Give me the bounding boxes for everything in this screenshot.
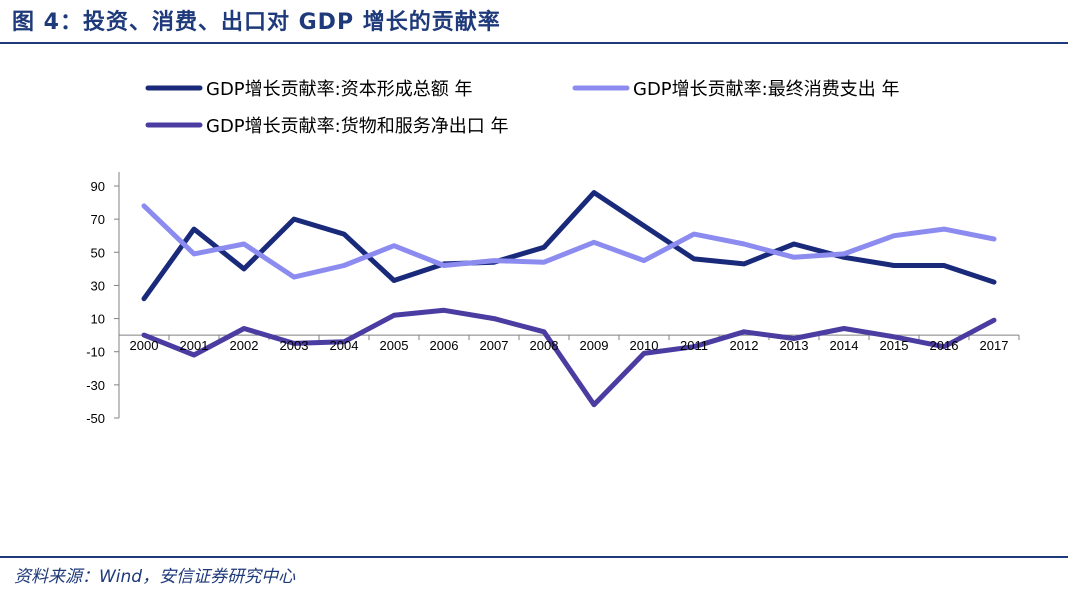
series-line-capital-formation — [141, 190, 997, 302]
y-tick-label: -30 — [86, 378, 105, 393]
legend: GDP增长贡献率:资本形成总额 年 GDP增长贡献率:最终消费支出 年 GDP增长贡… — [145, 79, 899, 137]
y-tick-label: 90 — [91, 179, 105, 194]
x-tick-label: 2003 — [280, 338, 309, 353]
x-tick-label: 2017 — [980, 338, 1009, 353]
legend-label-final-consumption: GDP增长贡献率:最终消费支出 年 — [633, 79, 899, 100]
title-divider — [0, 42, 1068, 44]
x-tick-label: 2009 — [580, 338, 609, 353]
series-line-final-consumption — [141, 203, 997, 280]
x-tick-label: 2004 — [330, 338, 359, 353]
chart-series — [141, 190, 997, 408]
x-tick-label: 2015 — [880, 338, 909, 353]
figure-title: 图 4：投资、消费、出口对 GDP 增长的贡献率 — [12, 10, 501, 35]
y-tick-label: 30 — [91, 278, 105, 293]
x-tick-label: 2012 — [730, 338, 759, 353]
series-line-net-export — [141, 307, 997, 408]
x-tick-label: 2007 — [480, 338, 509, 353]
y-tick-label: 10 — [91, 312, 105, 327]
x-tick-labels: 2000 2001 2002 2003 2004 2005 2006 2007 2008 2009… — [130, 338, 1009, 353]
x-tick-label: 2006 — [430, 338, 459, 353]
x-tick-label: 2014 — [830, 338, 859, 353]
x-tick-label: 2011 — [680, 338, 708, 353]
x-tick-label: 2016 — [930, 338, 959, 353]
x-tick-label: 2001 — [180, 338, 209, 353]
y-tick-label: -50 — [86, 411, 105, 426]
x-tick-label: 2013 — [780, 338, 809, 353]
y-tick-label: 50 — [91, 245, 105, 260]
line-chart: GDP增长贡献率:资本形成总额 年 GDP增长贡献率:最终消费支出 年 GDP增长贡… — [86, 79, 1020, 426]
footer-divider — [0, 556, 1068, 558]
x-tick-label: 2000 — [130, 338, 159, 353]
x-tick-label: 2002 — [230, 338, 259, 353]
legend-label-capital-formation: GDP增长贡献率:资本形成总额 年 — [206, 79, 472, 100]
y-tick-label: -10 — [86, 345, 105, 360]
chart-axes: 90 70 50 30 10 -10 -30 -50 — [86, 172, 1020, 426]
x-tick-label: 2005 — [380, 338, 409, 353]
x-tick-label: 2008 — [530, 338, 559, 353]
y-tick-label: 70 — [91, 212, 105, 227]
legend-label-net-export: GDP增长贡献率:货物和服务净出口 年 — [206, 116, 508, 137]
x-tick-label: 2010 — [630, 338, 659, 353]
source-note: 资料来源：Wind，安信证券研究中心 — [14, 567, 296, 587]
